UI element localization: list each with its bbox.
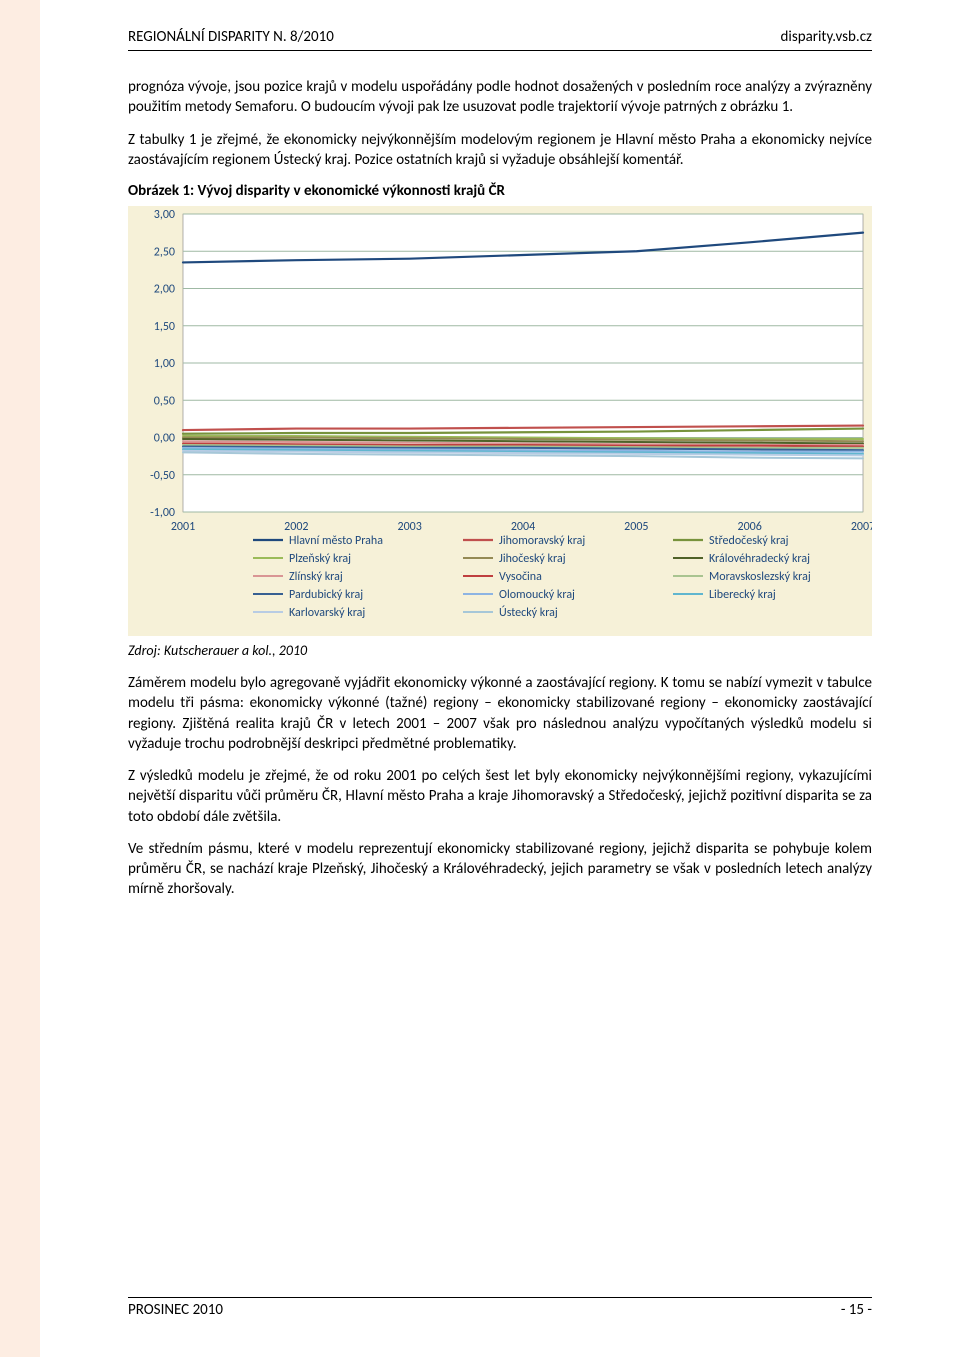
figure-source: Zdroj: Kutscherauer a kol., 2010 — [128, 642, 872, 659]
svg-text:-0,50: -0,50 — [150, 469, 175, 483]
svg-text:2007: 2007 — [851, 520, 872, 534]
svg-text:2,50: 2,50 — [154, 245, 175, 259]
footer-right: - 15 - — [841, 1301, 872, 1319]
left-margin-strip — [0, 0, 40, 1357]
svg-text:2003: 2003 — [398, 520, 422, 534]
document-page: REGIONÁLNÍ DISPARITY N. 8/2010 disparity… — [40, 0, 960, 1357]
chart-svg: -1,00 -0,50 0,00 0,50 1,00 1,50 2,00 2,50 3,00 20… — [128, 206, 872, 636]
page-footer: PROSINEC 2010 - 15 - — [128, 1297, 872, 1319]
paragraph-1: prognóza vývoje, jsou pozice krajů v mod… — [128, 77, 872, 118]
svg-text:Ústecký kraj: Ústecký kraj — [499, 605, 558, 620]
svg-text:3,00: 3,00 — [154, 208, 175, 222]
svg-text:Liberecký kraj: Liberecký kraj — [709, 588, 776, 602]
svg-text:2001: 2001 — [171, 520, 195, 534]
paragraph-5: Ve středním pásmu, které v modelu reprez… — [128, 839, 872, 900]
svg-text:Královéhradecký kraj: Královéhradecký kraj — [709, 552, 810, 566]
svg-text:2006: 2006 — [738, 520, 762, 534]
svg-text:Středočeský kraj: Středočeský kraj — [709, 534, 789, 548]
disparity-line-chart: -1,00 -0,50 0,00 0,50 1,00 1,50 2,00 2,50 3,00 20… — [128, 206, 872, 636]
svg-text:2002: 2002 — [284, 520, 308, 534]
svg-text:0,00: 0,00 — [154, 432, 175, 446]
header-left: REGIONÁLNÍ DISPARITY N. 8/2010 — [128, 28, 334, 46]
svg-text:0,50: 0,50 — [154, 394, 175, 408]
header-right: disparity.vsb.cz — [781, 28, 873, 46]
paragraph-4: Z výsledků modelu je zřejmé, že od roku … — [128, 766, 872, 827]
svg-text:Jihomoravský kraj: Jihomoravský kraj — [499, 534, 585, 548]
svg-text:2004: 2004 — [511, 520, 535, 534]
svg-text:2005: 2005 — [624, 520, 648, 534]
svg-text:Plzeňský kraj: Plzeňský kraj — [289, 552, 351, 566]
svg-text:Olomoucký kraj: Olomoucký kraj — [499, 588, 575, 602]
page-header: REGIONÁLNÍ DISPARITY N. 8/2010 disparity… — [128, 28, 872, 51]
svg-text:Zlínský kraj: Zlínský kraj — [289, 570, 343, 584]
figure-caption: Obrázek 1: Vývoj disparity v ekonomické … — [128, 182, 872, 200]
paragraph-2: Z tabulky 1 je zřejmé, že ekonomicky nej… — [128, 130, 872, 171]
svg-text:Karlovarský kraj: Karlovarský kraj — [289, 606, 365, 620]
svg-text:-1,00: -1,00 — [150, 506, 175, 520]
svg-text:1,50: 1,50 — [154, 320, 175, 334]
svg-text:1,00: 1,00 — [154, 357, 175, 371]
svg-text:Vysočina: Vysočina — [499, 570, 542, 584]
paragraph-3: Záměrem modelu bylo agregovaně vyjádřit … — [128, 673, 872, 754]
svg-text:2,00: 2,00 — [154, 283, 175, 297]
svg-text:Moravskoslezský kraj: Moravskoslezský kraj — [709, 570, 811, 584]
svg-text:Pardubický kraj: Pardubický kraj — [289, 588, 363, 602]
svg-text:Hlavní město Praha: Hlavní město Praha — [289, 534, 383, 548]
svg-text:Jihočeský kraj: Jihočeský kraj — [499, 552, 566, 566]
footer-left: PROSINEC 2010 — [128, 1301, 223, 1319]
